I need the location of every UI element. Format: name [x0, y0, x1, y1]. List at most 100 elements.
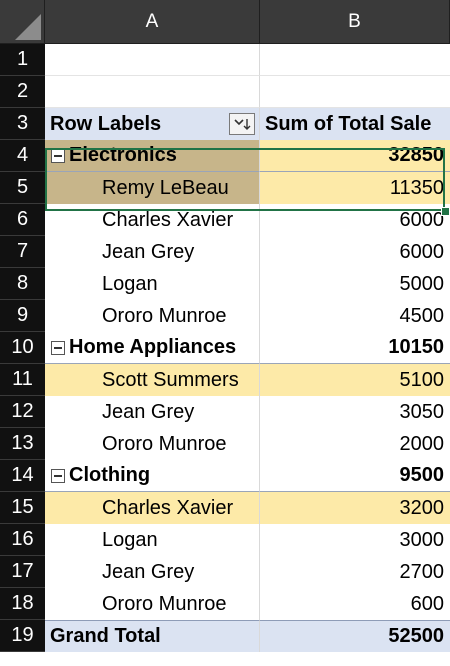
- cell-b1[interactable]: [260, 44, 450, 76]
- grand-total-row: Grand Total 52500: [45, 620, 450, 652]
- row-label-text: Ororo Munroe: [102, 592, 227, 615]
- row-label-text: Home Appliances: [69, 336, 237, 358]
- item-label-cell[interactable]: Logan: [45, 268, 260, 300]
- grand-total-value[interactable]: 52500: [260, 620, 450, 652]
- item-value-cell[interactable]: 5100: [260, 364, 450, 396]
- row-label-text: Clothing: [69, 464, 151, 486]
- fill-handle[interactable]: [441, 207, 450, 216]
- pivot-category-row: Clothing 9500: [45, 460, 450, 492]
- item-value-cell[interactable]: 4500: [399, 304, 445, 327]
- row-header[interactable]: 6: [0, 204, 45, 236]
- grand-total-label[interactable]: Grand Total: [45, 620, 260, 652]
- pivot-item-row: Charles Xavier 6000: [45, 204, 450, 236]
- column-header-a[interactable]: A: [45, 0, 260, 44]
- row-header[interactable]: 2: [0, 76, 45, 108]
- pivot-body: Electronics 32850 Remy LeBeau 11350 Charles …: [45, 140, 450, 652]
- pivot-item-row: Ororo Munroe 600: [45, 588, 450, 620]
- row-label-text: Scott Summers: [102, 368, 239, 391]
- row-header[interactable]: 14: [0, 460, 45, 492]
- cell-b2[interactable]: [260, 76, 450, 108]
- category-value-cell[interactable]: 9500: [260, 460, 450, 492]
- row-label-text: Remy LeBeau: [102, 176, 229, 199]
- row-header[interactable]: 15: [0, 492, 45, 524]
- item-value-cell[interactable]: 2700: [399, 560, 445, 583]
- row-header[interactable]: 3: [0, 108, 45, 140]
- row-label-text: Jean Grey: [102, 240, 195, 263]
- item-value-cell[interactable]: 11350: [260, 172, 450, 204]
- row-header[interactable]: 7: [0, 236, 45, 268]
- item-value-cell[interactable]: 6000: [399, 240, 445, 263]
- minus-bar: [54, 474, 62, 477]
- row-label-text: Jean Grey: [102, 400, 195, 423]
- pivot-item-row: Jean Grey 2700: [45, 556, 450, 588]
- collapse-minus-icon[interactable]: [51, 340, 65, 355]
- item-label-cell[interactable]: Logan: [45, 524, 260, 556]
- item-value-cell[interactable]: 2000: [399, 432, 445, 455]
- pivot-item-row: Charles Xavier 3200: [45, 492, 450, 524]
- minus-bar: [54, 154, 62, 157]
- row-header[interactable]: 12: [0, 396, 45, 428]
- row-header[interactable]: 4: [0, 140, 45, 172]
- row-label-text: Logan: [102, 272, 158, 295]
- item-value-cell[interactable]: 600: [410, 592, 444, 615]
- row-header[interactable]: 18: [0, 588, 45, 620]
- category-value-cell[interactable]: 32850: [260, 140, 450, 172]
- row-header[interactable]: 11: [0, 364, 45, 396]
- item-label-cell[interactable]: Charles Xavier: [45, 204, 260, 236]
- category-value-cell[interactable]: 10150: [260, 332, 450, 364]
- item-label-cell[interactable]: Ororo Munroe: [45, 300, 260, 332]
- item-label-cell[interactable]: Jean Grey: [45, 556, 260, 588]
- sum-total-sale-header[interactable]: Sum of Total Sale: [260, 108, 450, 140]
- pivot-category-row: Electronics 32850: [45, 140, 450, 172]
- item-value-cell[interactable]: 5000: [399, 272, 445, 295]
- pivot-item-row: Jean Grey 6000: [45, 236, 450, 268]
- select-all-triangle-icon: [15, 14, 41, 40]
- pivot-item-row: Scott Summers 5100: [45, 364, 450, 396]
- row-1: [45, 44, 450, 76]
- category-label-cell[interactable]: Clothing: [45, 460, 260, 492]
- item-label-cell[interactable]: Jean Grey: [45, 236, 260, 268]
- pivot-header-row: Row Labels Sum of Total Sale: [45, 108, 450, 140]
- row-header[interactable]: 5: [0, 172, 45, 204]
- select-all-corner[interactable]: [0, 0, 45, 44]
- row-2: [45, 76, 450, 108]
- pivot-item-row: Logan 3000: [45, 524, 450, 556]
- row-header[interactable]: 9: [0, 300, 45, 332]
- cell-a2[interactable]: [45, 76, 260, 108]
- row-header[interactable]: 13: [0, 428, 45, 460]
- category-label-cell[interactable]: Electronics: [45, 140, 260, 172]
- column-header-b[interactable]: B: [260, 0, 450, 44]
- item-value-cell[interactable]: 6000: [399, 208, 445, 231]
- row-labels-header[interactable]: Row Labels: [45, 108, 260, 140]
- sort-filter-icon[interactable]: [229, 113, 255, 135]
- category-label-cell[interactable]: Home Appliances: [45, 332, 260, 364]
- collapse-minus-icon[interactable]: [51, 148, 65, 163]
- row-label-text: Ororo Munroe: [102, 432, 227, 455]
- item-label-cell[interactable]: Ororo Munroe: [45, 428, 260, 460]
- cell-a1[interactable]: [45, 44, 260, 76]
- row-labels-text: Row Labels: [50, 112, 162, 135]
- row-header[interactable]: 10: [0, 332, 45, 364]
- row-header[interactable]: 17: [0, 556, 45, 588]
- item-label-cell[interactable]: Charles Xavier: [45, 492, 260, 524]
- collapse-minus-icon[interactable]: [51, 468, 65, 483]
- row-header[interactable]: 19: [0, 620, 45, 652]
- pivot-item-row: Remy LeBeau 11350: [45, 172, 450, 204]
- cell-grid: Row Labels Sum of Total Sale Electronics…: [45, 44, 450, 652]
- item-label-cell[interactable]: Jean Grey: [45, 396, 260, 428]
- pivot-item-row: Ororo Munroe 4500: [45, 300, 450, 332]
- row-label-text: Ororo Munroe: [102, 304, 227, 327]
- item-value-cell[interactable]: 3200: [260, 492, 450, 524]
- row-label-text: Charles Xavier: [102, 208, 234, 231]
- row-header[interactable]: 8: [0, 268, 45, 300]
- item-label-cell[interactable]: Scott Summers: [45, 364, 260, 396]
- item-label-cell[interactable]: Remy LeBeau: [45, 172, 260, 204]
- item-value-cell[interactable]: 3000: [399, 528, 445, 551]
- row-header[interactable]: 1: [0, 44, 45, 76]
- item-value-cell[interactable]: 3050: [399, 400, 445, 423]
- minus-bar: [54, 346, 62, 349]
- pivot-item-row: Jean Grey 3050: [45, 396, 450, 428]
- item-label-cell[interactable]: Ororo Munroe: [45, 588, 260, 620]
- row-header[interactable]: 16: [0, 524, 45, 556]
